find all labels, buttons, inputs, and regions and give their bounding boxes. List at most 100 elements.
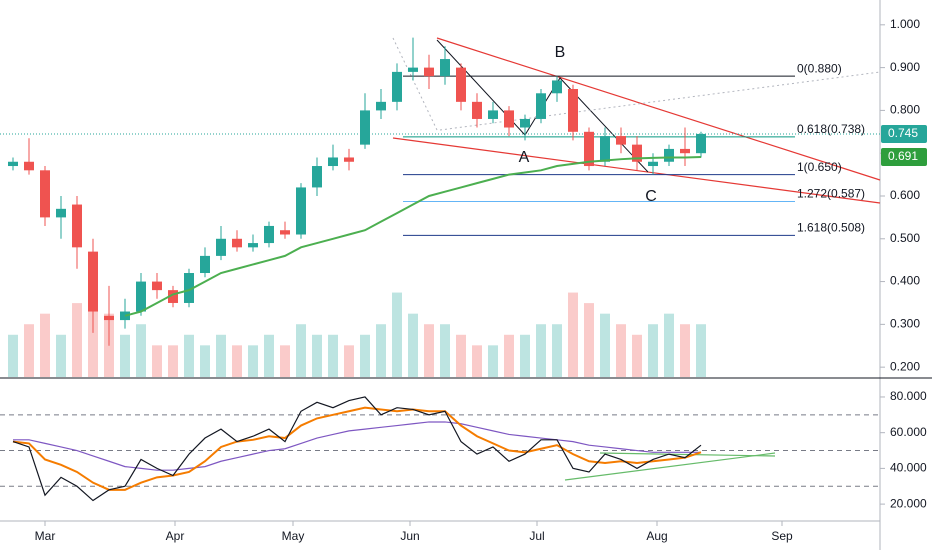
candle-body: [584, 131, 594, 167]
volume-bar: [264, 334, 274, 377]
y-tick-label: 1.000: [890, 17, 920, 31]
candle-body: [184, 273, 194, 303]
volume-bar: [280, 345, 290, 377]
volume-bar: [440, 324, 450, 377]
candle-body: [296, 187, 306, 235]
trendline: [599, 452, 776, 457]
dotted-line: [392, 37, 438, 131]
volume-bar: [24, 324, 34, 377]
candle-body: [408, 67, 418, 72]
candle-body: [472, 101, 482, 119]
volume-bar: [696, 324, 706, 377]
volume-bar: [216, 334, 226, 377]
price-badge: [881, 148, 927, 167]
volume-bar: [392, 292, 402, 377]
trendline: [564, 452, 776, 481]
fib-label: 0(0.880): [797, 61, 842, 75]
wave-label: C: [645, 188, 657, 205]
candle-body: [648, 161, 658, 167]
volume-bar: [632, 334, 642, 377]
y-tick-label: 0.500: [890, 231, 920, 245]
candle-body: [376, 101, 386, 111]
trendline: [436, 37, 881, 181]
indicator-line: [12, 396, 702, 502]
volume-bar: [472, 345, 482, 377]
candle-body: [664, 148, 674, 162]
candle-body: [200, 255, 210, 274]
candle-body: [632, 144, 642, 162]
volume-bar: [648, 324, 658, 377]
volume-bar: [56, 334, 66, 377]
price-badge: [881, 124, 927, 143]
drawings: [392, 37, 881, 481]
y-tick-label: 80.000: [890, 389, 927, 403]
volume-bar: [488, 345, 498, 377]
price-badge-label: 0.691: [888, 149, 918, 163]
y-tick-label: 60.000: [890, 425, 927, 439]
volume-bar: [376, 324, 386, 377]
candle-body: [216, 238, 226, 256]
volume-bar: [40, 313, 50, 377]
candle-body: [24, 161, 34, 171]
candle-body: [136, 281, 146, 312]
candle-body: [520, 118, 530, 128]
volume-bar: [232, 345, 242, 377]
y-tick-label: 0.600: [890, 188, 920, 202]
y-tick-label: 0.200: [890, 359, 920, 373]
y-tick-label: 20.000: [890, 496, 927, 510]
volume-bar: [248, 345, 258, 377]
candle-body: [488, 110, 498, 119]
volume-bar: [456, 334, 466, 377]
volume-bar: [200, 345, 210, 377]
volume-bar: [424, 324, 434, 377]
candle-body: [328, 157, 338, 167]
volume-bar: [344, 345, 354, 377]
candle-body: [616, 136, 626, 145]
candle-body: [40, 170, 50, 218]
moving-average: [124, 156, 702, 317]
volume-bar: [136, 324, 146, 377]
volume-bar: [616, 324, 626, 377]
y-tick-label: 0.900: [890, 60, 920, 74]
x-tick-label: Jun: [400, 529, 419, 543]
candle-body: [552, 80, 562, 94]
volume-bar: [536, 324, 546, 377]
volume-bar: [584, 303, 594, 377]
candle-body: [280, 230, 290, 235]
volume-bar: [360, 334, 370, 377]
volume-bar: [600, 313, 610, 377]
fib-label: 1.618(0.508): [797, 221, 865, 235]
candle-body: [344, 157, 354, 162]
indicator-line: [13, 421, 701, 471]
candle-body: [168, 290, 178, 303]
fib-label: 0.618(0.738): [797, 122, 865, 136]
candle-body: [312, 166, 322, 188]
volume-bar: [8, 334, 18, 377]
volume-bar: [312, 334, 322, 377]
volume-bar: [168, 345, 178, 377]
x-tick-label: Aug: [646, 529, 667, 543]
candle-body: [248, 243, 258, 248]
volume-bar: [184, 334, 194, 377]
candle-body: [456, 67, 466, 102]
fib-label: 1.272(0.587): [797, 187, 865, 201]
candle-body: [8, 161, 18, 167]
x-tick-label: Jul: [529, 529, 544, 543]
y-tick-label: 0.300: [890, 317, 920, 331]
volume-bar: [520, 334, 530, 377]
volume-bar: [552, 324, 562, 377]
candle-body: [56, 208, 66, 218]
candle-body: [88, 251, 98, 312]
volume-bar: [72, 303, 82, 377]
indicator-line: [12, 406, 702, 491]
fib-label: 1(0.650): [797, 160, 842, 174]
wave-label: A: [519, 149, 530, 166]
candle-body: [536, 93, 546, 119]
candle-body: [424, 67, 434, 77]
wave-label: B: [555, 44, 566, 61]
x-tick-label: May: [282, 529, 305, 543]
volume-bar: [120, 334, 130, 377]
x-tick-label: Sep: [771, 529, 793, 543]
volume-bar: [504, 334, 514, 377]
